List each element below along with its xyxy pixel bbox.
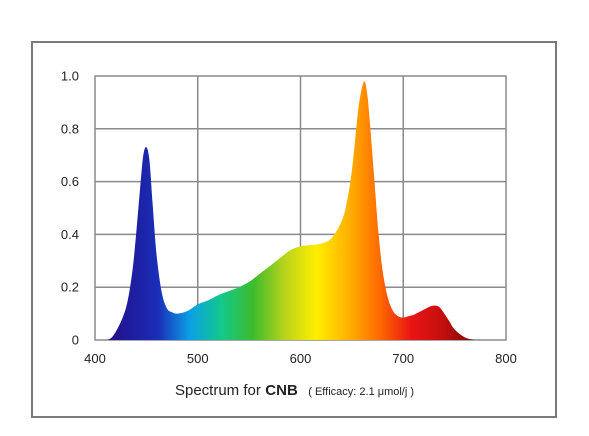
x-tick-label: 500 bbox=[187, 351, 209, 366]
x-tick-label: 800 bbox=[495, 351, 517, 366]
y-tick-label: 1.0 bbox=[61, 69, 79, 84]
y-tick-label: 0 bbox=[72, 333, 79, 348]
caption-efficacy: ( Efficacy: 2.1 μmol/j ) bbox=[308, 386, 415, 398]
x-tick-label: 400 bbox=[84, 351, 106, 366]
x-tick-label: 600 bbox=[290, 351, 312, 366]
y-tick-label: 0.6 bbox=[61, 174, 79, 189]
y-tick-label: 0.4 bbox=[61, 227, 79, 242]
chart-frame bbox=[31, 41, 557, 418]
caption-name: CNB bbox=[265, 382, 298, 399]
caption-prefix: Spectrum for bbox=[174, 382, 261, 399]
y-tick-labels: 0 0.2 0.4 0.6 0.8 1.0 bbox=[61, 69, 79, 348]
y-tick-label: 0.8 bbox=[61, 121, 79, 136]
y-tick-label: 0.2 bbox=[61, 280, 79, 295]
x-tick-labels: 400 500 600 700 800 bbox=[84, 351, 517, 366]
x-tick-label: 700 bbox=[392, 351, 414, 366]
grid bbox=[95, 76, 506, 340]
spectrum-area bbox=[95, 81, 481, 341]
chart-caption: Spectrum for CNB ( Efficacy: 2.1 μmol/j … bbox=[0, 382, 589, 400]
